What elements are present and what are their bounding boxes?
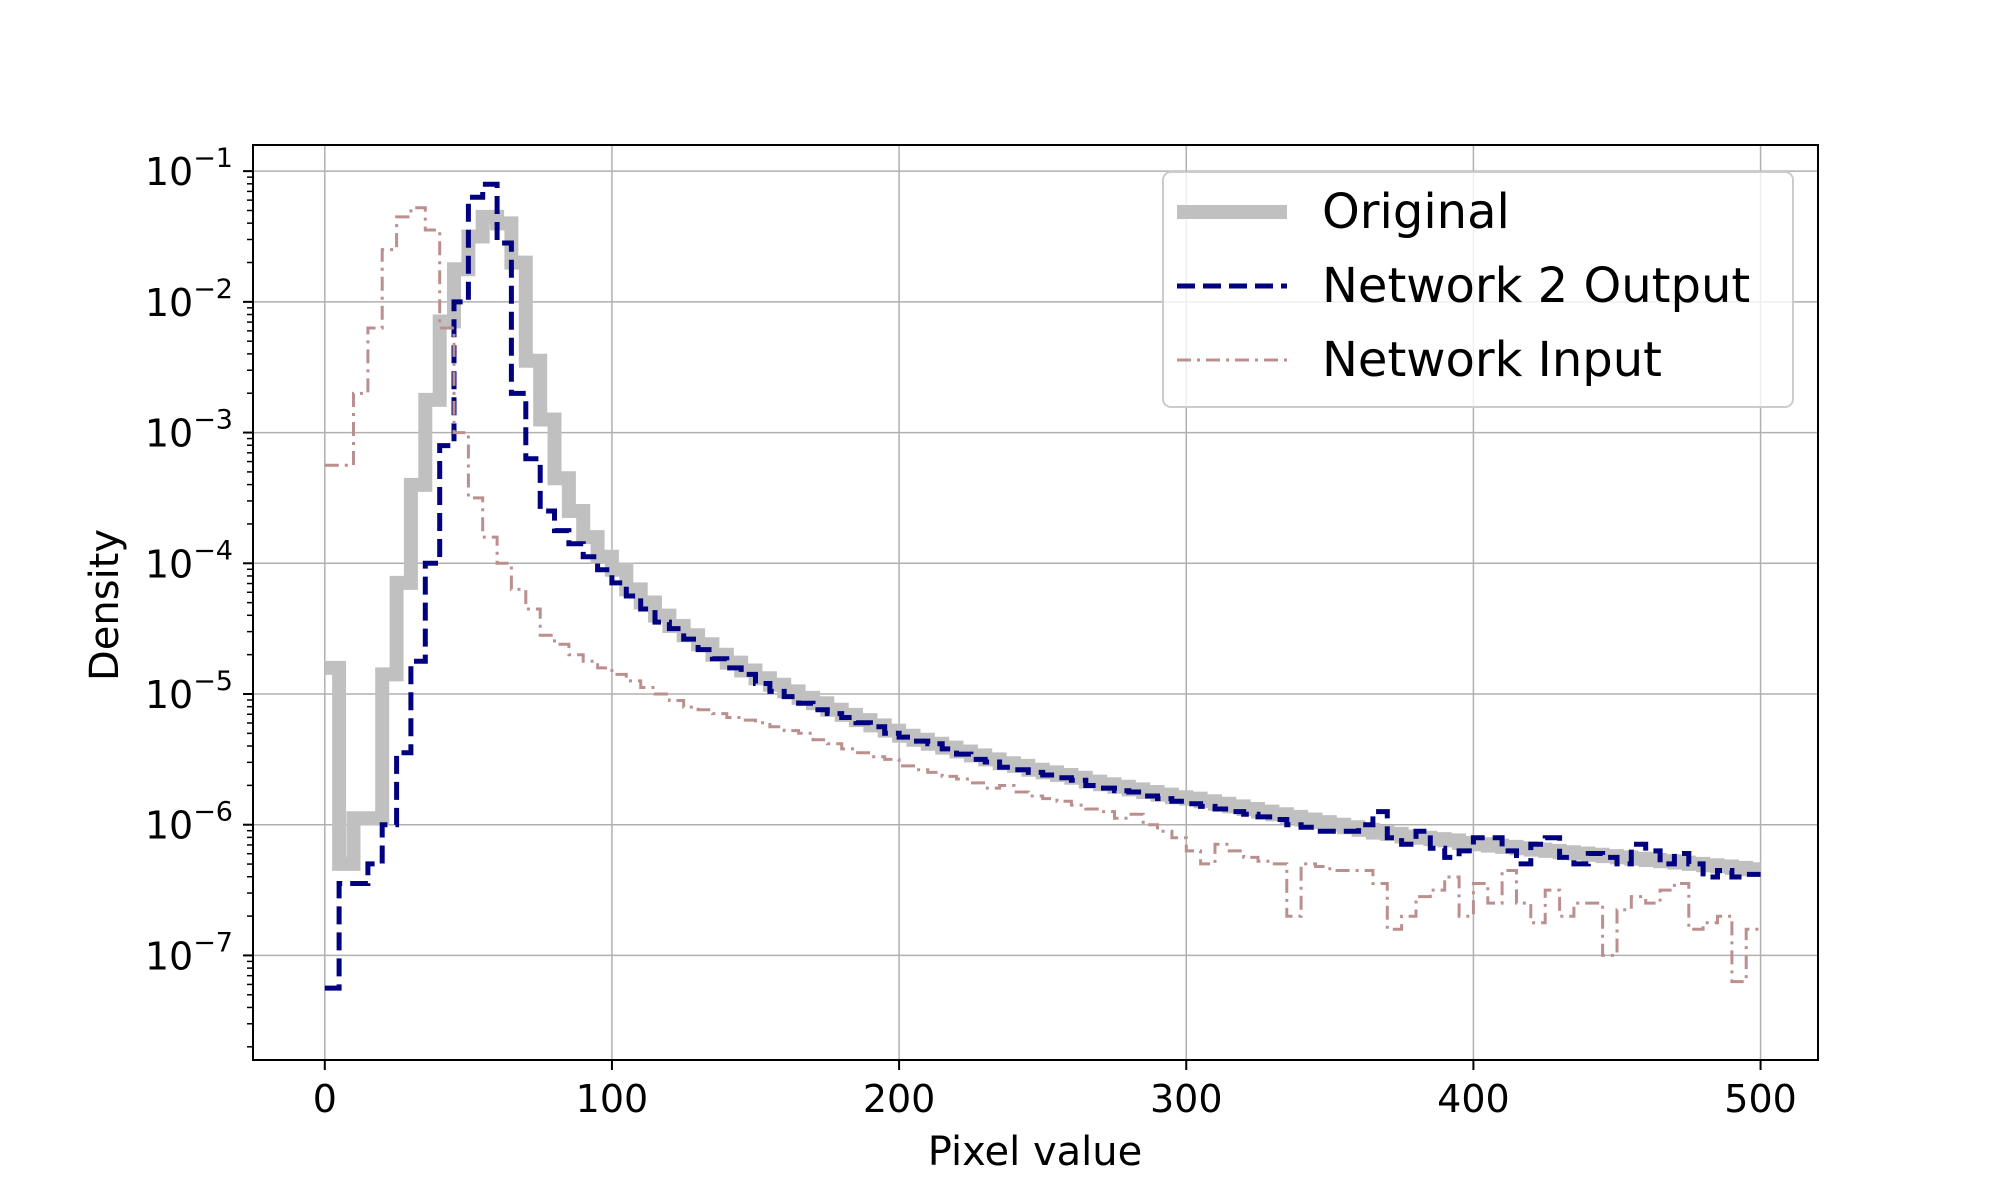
x-tick-label: 300	[1150, 1077, 1223, 1121]
y-tick-label: 10−1	[145, 143, 233, 194]
x-tick-label: 400	[1437, 1077, 1510, 1121]
legend: Original Network 2 Output Network Input	[1162, 171, 1794, 408]
y-tick-label: 10−5	[145, 666, 233, 717]
x-tick-label: 100	[576, 1077, 649, 1121]
series-line-1	[324, 181, 1761, 991]
x-axis-label: Pixel value	[928, 1129, 1143, 1175]
x-tick-label: 200	[863, 1077, 936, 1121]
legend-label-input: Network Input	[1322, 332, 1662, 388]
y-axis-label: Density	[82, 529, 128, 681]
legend-label-network2: Network 2 Output	[1322, 258, 1750, 314]
legend-label-original: Original	[1322, 184, 1510, 240]
x-tick-label: 0	[313, 1077, 337, 1121]
y-tick-label: 10−2	[145, 274, 233, 325]
y-tick-label: 10−6	[145, 797, 233, 848]
y-axis: 10−7 10−6 10−5 10−4 10−3 10−2 10−1	[145, 143, 253, 1048]
y-tick-label: 10−3	[145, 405, 233, 456]
legend-box	[1162, 171, 1794, 408]
y-tick-label: 10−7	[145, 927, 233, 978]
x-tick-label: 500	[1724, 1077, 1797, 1121]
y-tick-label: 10−4	[145, 535, 233, 586]
x-axis: 0 100 200 300 400 500	[313, 1060, 1797, 1121]
series-layer	[324, 181, 1761, 991]
